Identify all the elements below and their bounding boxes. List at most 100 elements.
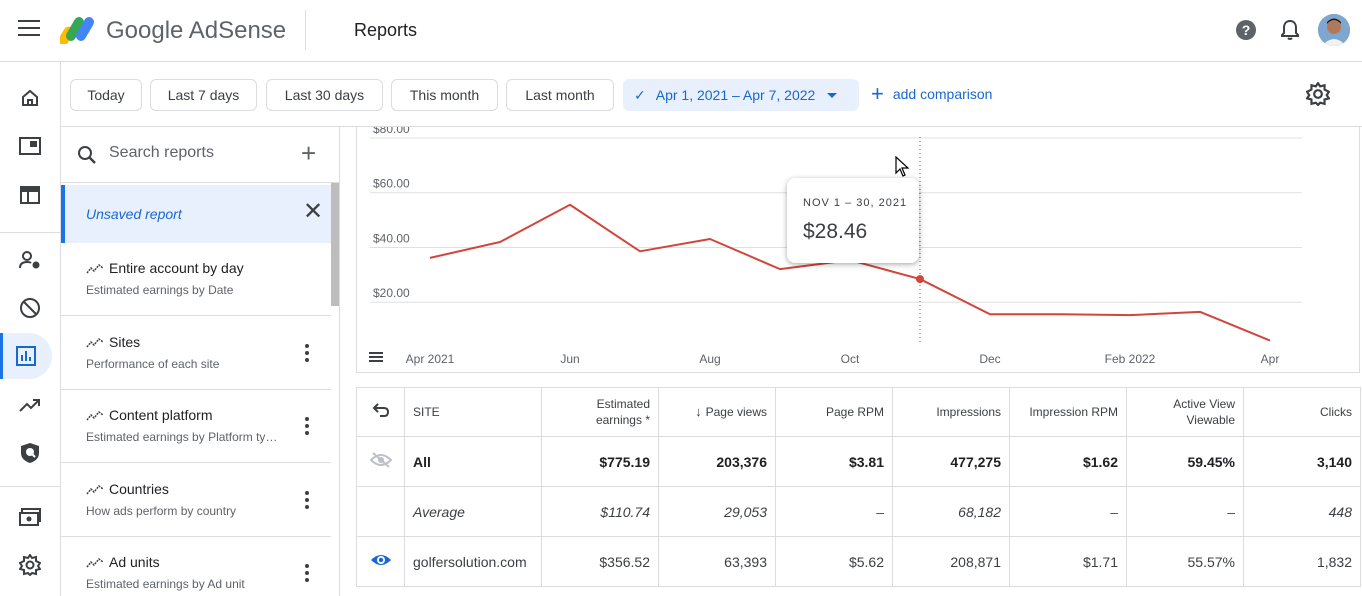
tooltip-date: NOV 1 – 30, 2021: [803, 197, 908, 209]
notifications-icon[interactable]: [1280, 19, 1300, 41]
column-header-impressions[interactable]: Impressions: [892, 387, 1010, 437]
more-options-icon[interactable]: [305, 344, 309, 362]
report-settings-icon[interactable]: [1306, 82, 1330, 106]
more-options-icon[interactable]: [305, 564, 309, 582]
more-options-icon[interactable]: [305, 417, 309, 435]
add-comparison-button[interactable]: + add comparison: [871, 81, 993, 106]
plus-icon: +: [871, 81, 884, 106]
cell-page-views: 29,053: [658, 486, 776, 537]
unsaved-report-item[interactable]: Unsaved report ✕: [61, 185, 331, 243]
sites-icon[interactable]: [0, 172, 60, 218]
report-title: Sites: [109, 334, 141, 350]
report-subtitle: Estimated earnings by Date: [86, 283, 234, 297]
column-header-active-view[interactable]: Active View Viewable: [1126, 387, 1244, 437]
reports-scrollbar[interactable]: [331, 183, 339, 306]
search-reports-input[interactable]: [109, 144, 289, 162]
x-tick-label: Oct: [841, 352, 860, 366]
chip-today[interactable]: Today: [70, 79, 142, 111]
report-item-content-platform[interactable]: Content platform Estimated earnings by P…: [61, 390, 331, 463]
title-divider: [305, 10, 306, 50]
reports-icon[interactable]: [0, 333, 52, 379]
sparkline-icon: [86, 410, 104, 421]
report-subtitle: Estimated earnings by Ad unit: [86, 577, 245, 591]
date-range-selector[interactable]: ✓ Apr 1, 2021 – Apr 7, 2022: [623, 79, 859, 111]
top-app-bar: Google AdSense Reports ?: [0, 0, 1362, 62]
more-options-icon[interactable]: [305, 491, 309, 509]
header-line: Estimated: [596, 397, 650, 411]
optimization-icon[interactable]: [0, 382, 60, 428]
y-tick-label: $80.00: [373, 127, 410, 136]
tooltip-value: $28.46: [803, 220, 868, 243]
empty-cell: [356, 486, 405, 537]
cell-clicks: 448: [1243, 486, 1361, 537]
sort-descending-icon: ↓: [695, 404, 702, 419]
report-item-countries[interactable]: Countries How ads perform by country: [61, 464, 331, 537]
cell-estimated-earnings: $110.74: [541, 486, 659, 537]
report-item-sites[interactable]: Sites Performance of each site: [61, 317, 331, 390]
cell-page-rpm: $5.62: [775, 536, 893, 587]
check-icon: ✓: [634, 86, 646, 103]
table-row[interactable]: golfersolution.com $356.52 63,393 $5.62 …: [356, 536, 1361, 587]
x-tick-label: Dec: [979, 352, 1000, 366]
ads-icon[interactable]: [0, 123, 60, 169]
chip-last-7-days[interactable]: Last 7 days: [150, 79, 257, 111]
report-title: Ad units: [109, 554, 160, 570]
cell-impressions: 208,871: [892, 536, 1010, 587]
column-header-page-views[interactable]: ↓ Page views: [658, 387, 776, 437]
back-arrow-icon[interactable]: [356, 387, 405, 437]
report-item-ad-units[interactable]: Ad units Estimated earnings by Ad unit: [61, 537, 331, 596]
column-header-clicks[interactable]: Clicks: [1243, 387, 1361, 437]
main-menu-icon[interactable]: [18, 20, 40, 38]
x-tick-label: Aug: [699, 352, 720, 366]
cell-clicks: 3,140: [1243, 436, 1361, 487]
page-title: Reports: [354, 20, 418, 40]
column-header-site[interactable]: SITE: [404, 387, 542, 437]
settings-icon[interactable]: [0, 542, 60, 588]
report-title: Content platform: [109, 407, 213, 423]
chip-this-month[interactable]: This month: [391, 79, 498, 111]
table-header-row: SITE Estimated earnings * ↓ Page views Pa…: [356, 387, 1361, 437]
chip-last-month[interactable]: Last month: [506, 79, 614, 111]
chart-tooltip: NOV 1 – 30, 2021 $28.46: [787, 178, 919, 263]
close-icon[interactable]: ✕: [303, 198, 324, 225]
cell-impressions: 68,182: [892, 486, 1010, 537]
cell-active-view: 59.45%: [1126, 436, 1244, 487]
account-access-icon[interactable]: [0, 237, 60, 283]
visibility-icon[interactable]: [356, 536, 405, 587]
report-subtitle: Estimated earnings by Platform type: [86, 430, 278, 444]
cell-impression-rpm: $1.71: [1009, 536, 1127, 587]
header-line: Viewable: [1186, 413, 1235, 427]
cell-active-view: 55.57%: [1126, 536, 1244, 587]
policy-center-icon[interactable]: [0, 430, 60, 476]
sparkline-icon: [86, 263, 104, 274]
cell-impression-rpm: –: [1009, 486, 1127, 537]
visibility-off-icon[interactable]: [356, 436, 405, 487]
cell-impressions: 477,275: [892, 436, 1010, 487]
header-line: earnings *: [595, 413, 650, 427]
column-header-page-rpm[interactable]: Page RPM: [775, 387, 893, 437]
report-item-entire-account[interactable]: Entire account by day Estimated earnings…: [61, 243, 331, 316]
cell-page-rpm: –: [775, 486, 893, 537]
brand-name: Google AdSense: [106, 17, 287, 44]
sparkline-icon: [86, 557, 104, 568]
table-row-average: Average $110.74 29,053 – 68,182 – – 448: [356, 486, 1361, 537]
x-tick-label: Apr 2021: [406, 352, 455, 366]
help-icon[interactable]: ?: [1236, 20, 1256, 40]
earnings-chart-panel: $20.00 $40.00 $60.00 $80.00 Apr 2021 Jun Aug Oc…: [340, 127, 1362, 387]
highlighted-data-point: [916, 275, 924, 284]
search-reports-row: +: [61, 127, 339, 183]
add-comparison-label: add comparison: [892, 86, 993, 102]
chip-last-30-days[interactable]: Last 30 days: [266, 79, 383, 111]
chart-frame: [356, 127, 1360, 373]
mouse-cursor-icon: [895, 156, 910, 177]
chart-legend-toggle-icon[interactable]: [369, 352, 385, 364]
home-icon[interactable]: [0, 75, 60, 121]
y-tick-label: $20.00: [373, 286, 410, 300]
payments-icon[interactable]: [0, 494, 60, 540]
account-avatar[interactable]: [1318, 14, 1350, 46]
column-header-impression-rpm[interactable]: Impression RPM: [1009, 387, 1127, 437]
blocking-controls-icon[interactable]: [0, 285, 60, 331]
column-header-estimated-earnings[interactable]: Estimated earnings *: [541, 387, 659, 437]
add-report-button[interactable]: +: [301, 138, 317, 168]
y-tick-label: $40.00: [373, 231, 410, 245]
